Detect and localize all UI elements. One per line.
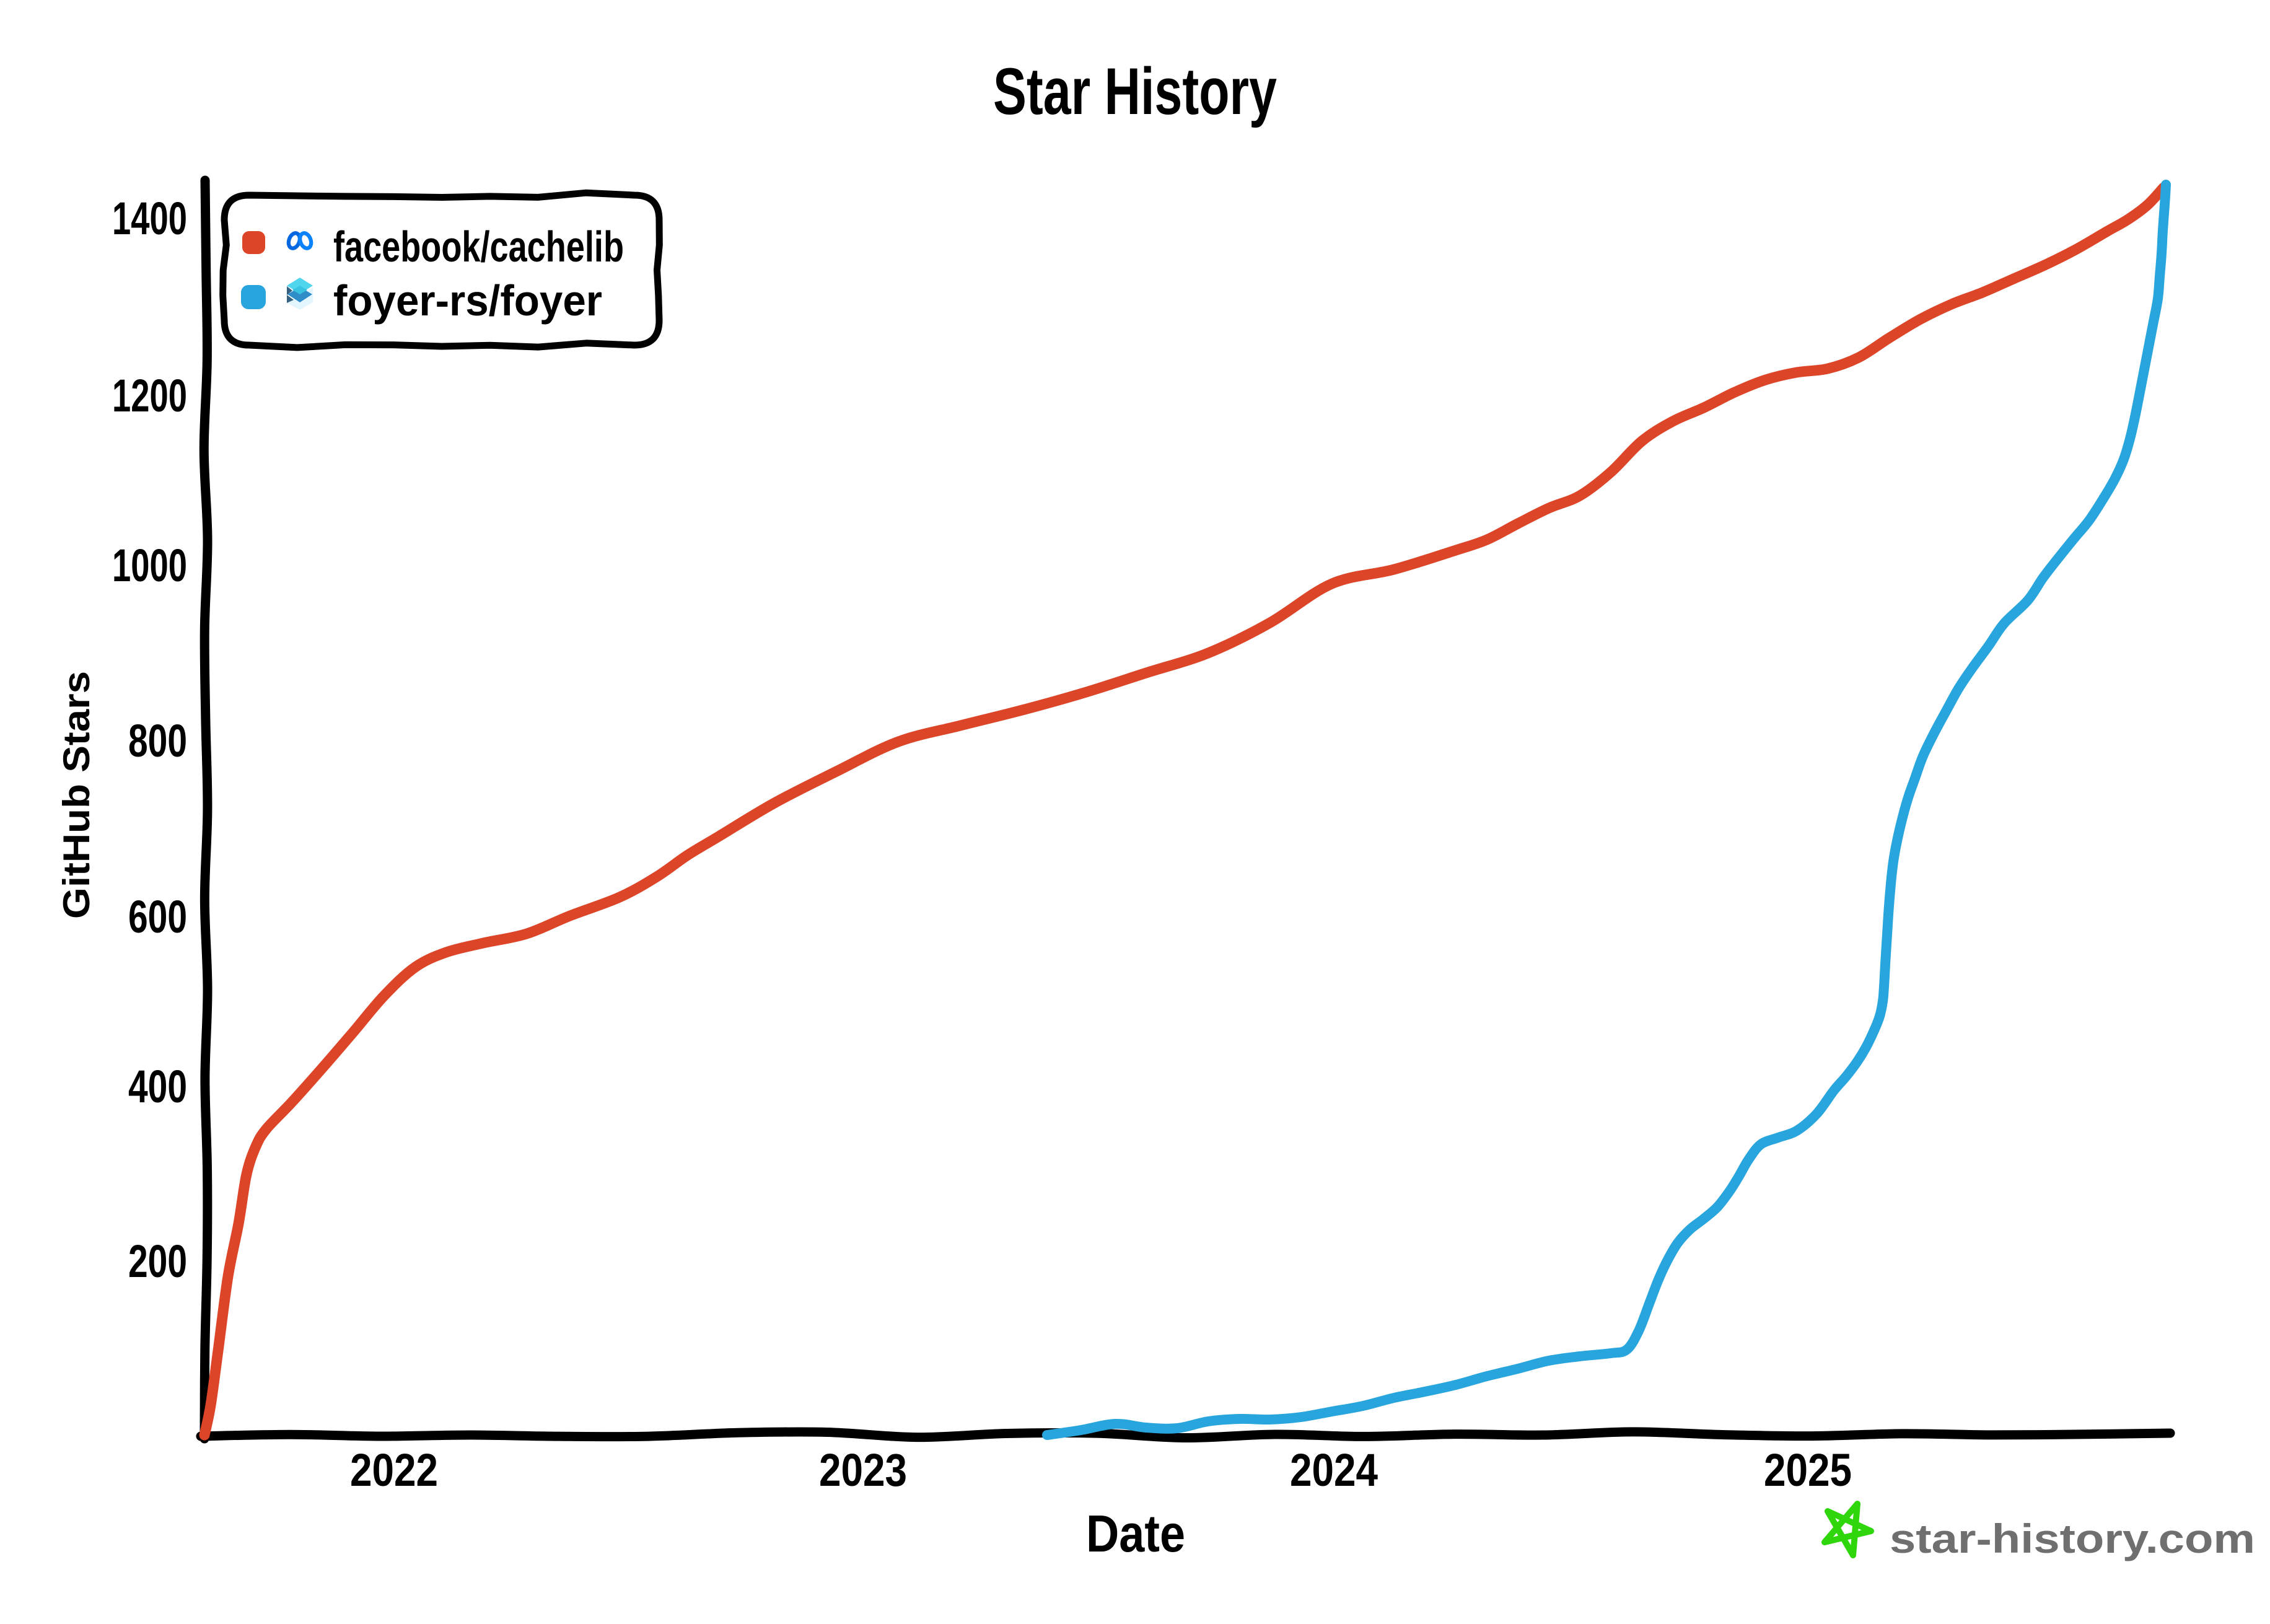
svg-text:star-history.com: star-history.com [1890,1516,2255,1561]
svg-text:Date: Date [1086,1504,1185,1563]
svg-text:1400: 1400 [112,193,187,244]
svg-text:1000: 1000 [112,540,187,591]
svg-text:1200: 1200 [112,370,187,421]
svg-text:2025: 2025 [1764,1444,1852,1496]
svg-text:Star History: Star History [993,54,1277,128]
svg-text:800: 800 [128,715,187,766]
svg-text:2023: 2023 [819,1444,907,1496]
svg-text:200: 200 [128,1236,187,1287]
svg-text:facebook/cachelib: facebook/cachelib [333,222,624,271]
svg-text:600: 600 [128,891,187,942]
svg-text:GitHub Stars: GitHub Stars [56,671,97,919]
svg-text:400: 400 [128,1061,187,1112]
svg-text:2024: 2024 [1290,1444,1378,1496]
svg-text:2022: 2022 [350,1444,438,1496]
svg-text:foyer-rs/foyer: foyer-rs/foyer [333,276,602,325]
